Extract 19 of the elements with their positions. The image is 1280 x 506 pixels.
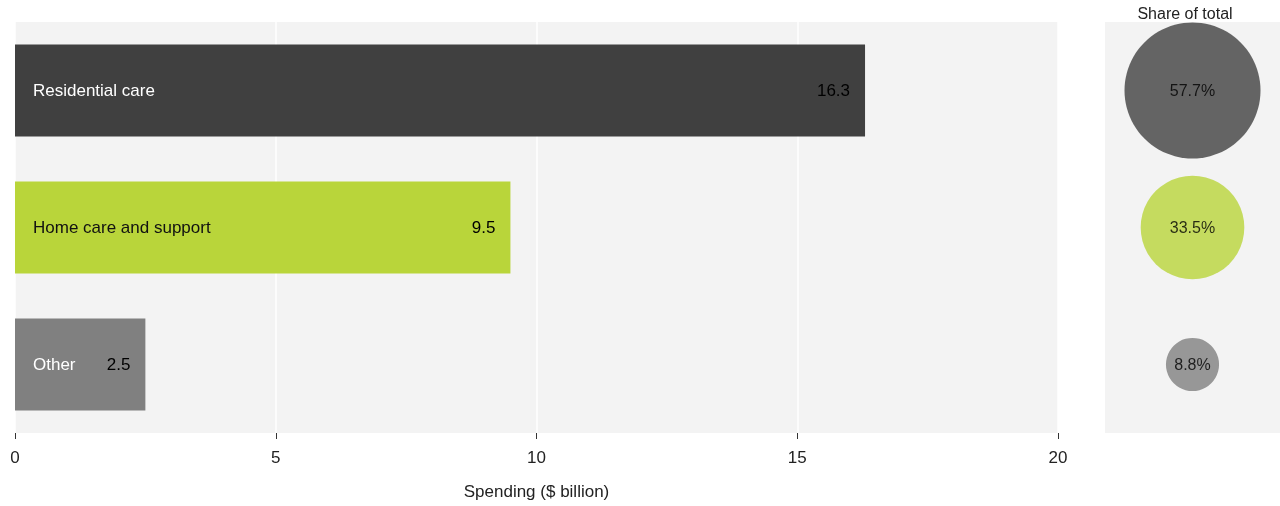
bar: [15, 181, 511, 274]
x-tick-label: 15: [787, 448, 807, 467]
bar: [15, 44, 866, 137]
data-label: 9.5: [471, 218, 496, 237]
y-tick-label: Residential care: [33, 81, 155, 100]
text: Share of total: [1137, 4, 1233, 22]
data-label: 2.5: [106, 355, 131, 374]
x-tick-label: 20: [1048, 448, 1068, 467]
y-tick-label: Home care and support: [33, 218, 211, 237]
data-label: 16.3: [816, 81, 851, 100]
data-label: 8.8%: [1174, 356, 1211, 373]
data-label: 57.7%: [1169, 82, 1216, 99]
x-tick-label: 5: [271, 448, 281, 467]
x-tick-label: 0: [10, 448, 20, 467]
bar: [15, 318, 146, 411]
y-tick-label: Other: [33, 355, 76, 374]
data-label: 33.5%: [1169, 219, 1216, 236]
x-tick-label: 10: [527, 448, 546, 467]
x-axis-title: Spending ($ billion): [463, 482, 610, 501]
